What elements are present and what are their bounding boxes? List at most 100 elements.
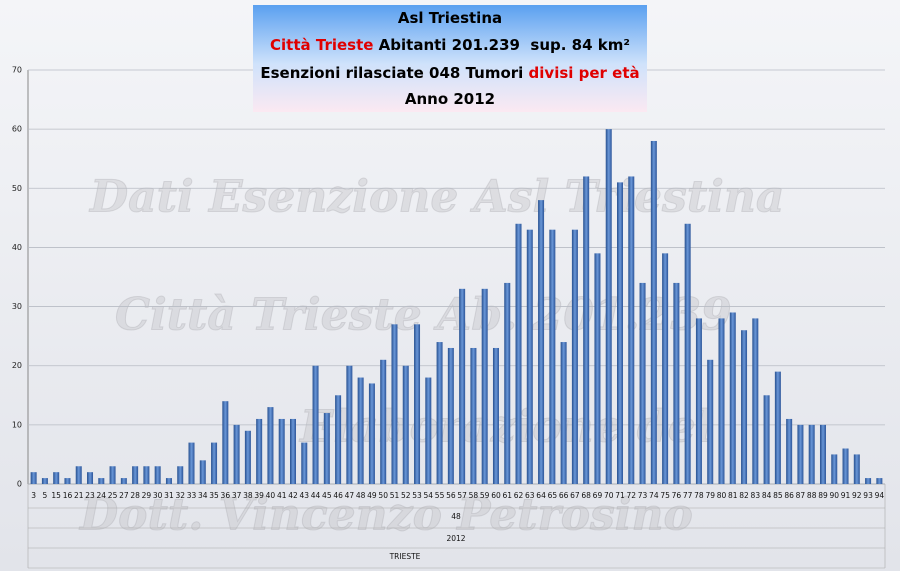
bar (583, 176, 590, 484)
bar (289, 418, 296, 484)
x-tick-label: 72 (627, 491, 637, 500)
x-tick-label: 3 (31, 491, 36, 500)
bar (222, 401, 229, 484)
bar (402, 365, 409, 484)
x-tick-label: 15 (51, 491, 61, 500)
x-tick-label: 69 (593, 491, 603, 500)
bar (211, 442, 218, 484)
title-box (253, 5, 647, 112)
y-tick-label: 20 (12, 361, 22, 370)
bar (64, 478, 71, 484)
x-tick-label: 28 (130, 491, 140, 500)
bar (301, 442, 308, 484)
x-tick-label: 65 (548, 491, 558, 500)
x-tick-label: 52 (401, 491, 411, 500)
x-tick-label: 84 (762, 491, 772, 500)
bar (233, 424, 240, 484)
x-tick-label: 50 (378, 491, 388, 500)
x-tick-label: 88 (807, 491, 817, 500)
bar (256, 418, 263, 484)
bar (346, 365, 353, 484)
x-tick-label: 94 (875, 491, 885, 500)
bar (605, 129, 612, 484)
x-tick-label: 16 (63, 491, 73, 500)
bar (662, 253, 669, 484)
watermark: Città Trieste Ab. 201.239 (115, 290, 732, 341)
bar (87, 472, 94, 484)
x-tick-label: 25 (108, 491, 118, 500)
bar (425, 377, 432, 484)
x-tick-label: 59 (480, 491, 490, 500)
x-tick-label: 41 (277, 491, 287, 500)
bar (504, 282, 511, 484)
x-tick-label: 68 (581, 491, 591, 500)
x-tick-label: 82 (739, 491, 749, 500)
bar (380, 359, 387, 484)
x-tick-label: 24 (97, 491, 107, 500)
x-tick-label: 30 (153, 491, 163, 500)
x-group-label: 48 (451, 512, 461, 521)
x-tick-label: 54 (424, 491, 434, 500)
x-tick-label: 53 (412, 491, 422, 500)
x-tick-label: 76 (672, 491, 682, 500)
bar (865, 478, 872, 484)
x-tick-label: 62 (514, 491, 524, 500)
bar (335, 395, 342, 484)
bar (177, 466, 184, 484)
bar (639, 282, 646, 484)
x-tick-label: 92 (852, 491, 862, 500)
x-group-label: 2012 (446, 534, 465, 543)
x-tick-label: 23 (85, 491, 95, 500)
y-tick-label: 60 (12, 125, 22, 134)
x-tick-label: 40 (266, 491, 276, 500)
watermark: Dati Esenzione Asl Triestina (88, 172, 784, 223)
x-tick-label: 33 (187, 491, 197, 500)
bar (199, 460, 206, 484)
x-tick-label: 87 (796, 491, 806, 500)
y-tick-label: 10 (12, 420, 22, 429)
bar (774, 371, 781, 484)
x-tick-label: 35 (209, 491, 219, 500)
bar (391, 324, 398, 484)
bar (763, 395, 770, 484)
x-tick-label: 61 (502, 491, 512, 500)
bar (470, 347, 477, 484)
title-part: Abitanti 201.239 sup. 84 km² (373, 36, 630, 54)
bar (414, 324, 421, 484)
bar (132, 466, 139, 484)
x-tick-label: 74 (649, 491, 659, 500)
x-tick-label: 39 (254, 491, 264, 500)
x-tick-label: 77 (683, 491, 693, 500)
x-tick-label: 5 (43, 491, 48, 500)
bar (538, 200, 545, 484)
x-tick-label: 86 (784, 491, 794, 500)
x-tick-label: 80 (717, 491, 727, 500)
x-tick-label: 47 (345, 491, 355, 500)
bar (75, 466, 82, 484)
title-part: divisi per età (529, 64, 640, 82)
x-tick-label: 73 (638, 491, 648, 500)
bar (30, 472, 37, 484)
bar (447, 347, 454, 484)
x-tick-label: 64 (536, 491, 546, 500)
x-tick-label: 79 (705, 491, 715, 500)
bar (436, 342, 443, 484)
bar (707, 359, 714, 484)
x-tick-label: 90 (829, 491, 839, 500)
bar (650, 140, 657, 484)
bar (357, 377, 364, 484)
bar (695, 318, 702, 484)
x-tick-label: 37 (232, 491, 242, 500)
x-tick-label: 83 (751, 491, 761, 500)
x-tick-label: 67 (570, 491, 580, 500)
y-tick-label: 0 (17, 480, 22, 489)
x-tick-label: 29 (142, 491, 152, 500)
x-tick-label: 70 (604, 491, 614, 500)
bar (831, 454, 838, 484)
bar (53, 472, 60, 484)
bar (481, 288, 488, 484)
bar (786, 418, 793, 484)
x-tick-label: 63 (525, 491, 535, 500)
x-tick-label: 93 (863, 491, 873, 500)
bar (853, 454, 860, 484)
